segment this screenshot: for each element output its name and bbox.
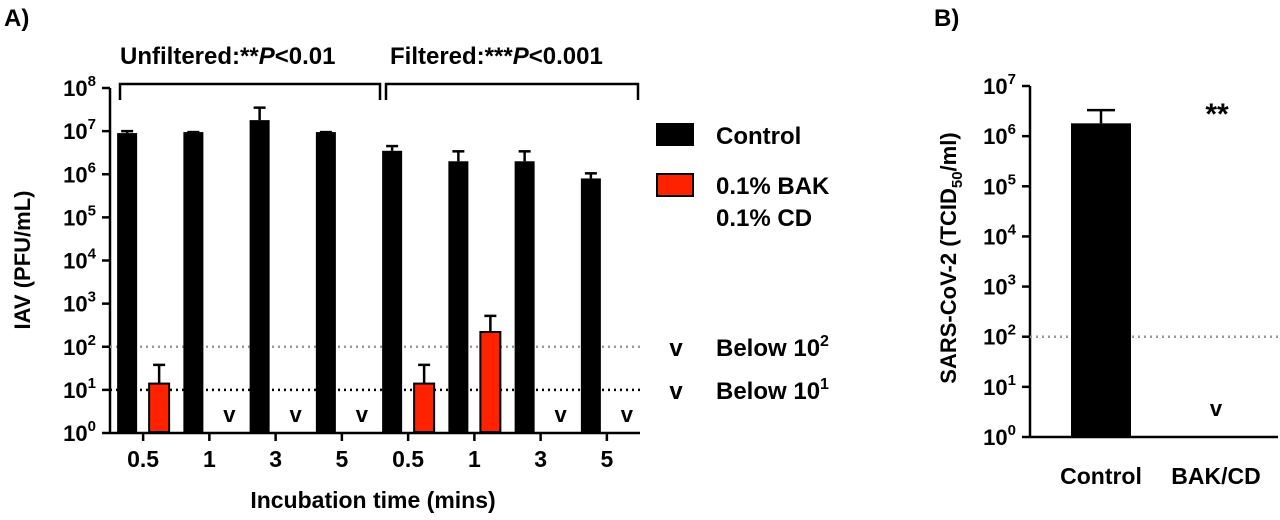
- y-tick-label: 106: [983, 121, 1016, 149]
- panel-b-label: B): [934, 5, 959, 32]
- x-tick-label: 3: [534, 446, 547, 472]
- x-tick-label: 5: [600, 446, 613, 472]
- y-tick-label: 102: [63, 332, 96, 360]
- bar-control: [382, 150, 403, 434]
- y-tick-label: 104: [63, 246, 96, 274]
- panel-a-y-axis-label: IAV (PFU/mL): [10, 191, 35, 330]
- panel-b-plot: 100 101 102 103 104 105 106 107 Control BAK/CD v: [983, 71, 1278, 489]
- x-tick-label: 0.5: [392, 446, 424, 472]
- y-tick-label: 100: [983, 422, 1016, 450]
- panel-a-label: A): [4, 5, 29, 32]
- bracket-unfiltered: [118, 82, 382, 100]
- bar-control: [580, 178, 601, 433]
- below-detection-marker: v: [356, 402, 369, 427]
- y-tick-label: 103: [63, 289, 96, 317]
- x-tick-label: BAK/CD: [1171, 463, 1260, 489]
- legend-control-swatch: [656, 123, 694, 146]
- legend-control-label: Control: [716, 123, 801, 150]
- below-detection-marker: v: [1210, 396, 1223, 421]
- y-tick-label: 108: [63, 73, 96, 101]
- below-detection-marker: v: [223, 402, 236, 427]
- bar-control: [117, 133, 138, 433]
- legend-bak-label: 0.1% BAK 0.1% CD: [716, 173, 836, 232]
- bar-bak-cd: [413, 382, 436, 434]
- bracket-filtered-label: Filtered:***P<0.001: [390, 43, 603, 70]
- y-tick-label: 102: [983, 322, 1016, 350]
- y-tick-label: 107: [983, 71, 1016, 99]
- y-tick-label: 100: [63, 418, 96, 446]
- below-detection-marker: v: [621, 402, 634, 427]
- bracket-unfiltered-label: Unfiltered:**P<0.01: [120, 43, 335, 70]
- legend: Control 0.1% BAK 0.1% CD v Below 102 v B…: [656, 123, 836, 405]
- bracket-filtered: [384, 82, 640, 100]
- bar-control: [249, 120, 270, 434]
- x-tick-label: 1: [203, 446, 216, 472]
- y-tick-label: 107: [63, 116, 96, 144]
- bar-control: [1071, 123, 1131, 437]
- legend-below-101-label: Below 101: [716, 376, 829, 405]
- bar-control: [514, 161, 535, 434]
- y-tick-label: 101: [63, 375, 96, 403]
- x-tick-label: 1: [468, 446, 481, 472]
- panel-a-x-axis-label: Incubation time (mins): [250, 487, 495, 513]
- y-tick-label: 106: [63, 159, 96, 187]
- legend-below-101-marker: v: [669, 378, 683, 405]
- y-tick-label: 105: [63, 202, 96, 230]
- below-detection-marker: v: [555, 402, 568, 427]
- x-tick-label: 5: [335, 446, 348, 472]
- x-tick-label: 0.5: [127, 446, 159, 472]
- y-tick-label: 105: [983, 171, 1016, 199]
- y-tick-label: 101: [983, 372, 1016, 400]
- below-detection-marker: v: [290, 402, 303, 427]
- significance-marker: **: [1205, 98, 1229, 131]
- legend-bak-swatch: [656, 173, 694, 197]
- bar-bak-cd: [148, 382, 171, 434]
- bar-control: [315, 132, 336, 433]
- legend-below-102-label: Below 102: [716, 333, 829, 362]
- y-tick-label: 103: [983, 272, 1016, 300]
- bar-control: [448, 161, 469, 434]
- bar-control: [183, 132, 204, 433]
- bar-bak-cd: [479, 330, 502, 434]
- y-tick-label: 104: [983, 221, 1016, 249]
- panel-b-y-axis-label: SARS-CoV-2 (TCID50/ml): [936, 132, 966, 383]
- x-tick-label: 3: [269, 446, 282, 472]
- x-tick-label: Control: [1060, 463, 1142, 489]
- legend-below-102-marker: v: [669, 335, 683, 362]
